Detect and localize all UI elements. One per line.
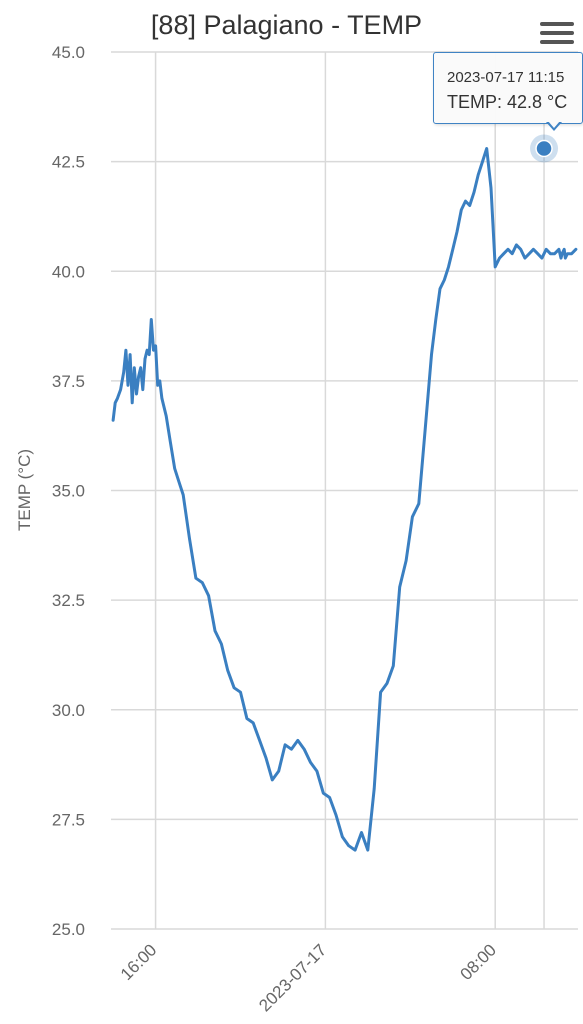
x-tick-label: 08:00 xyxy=(457,940,501,984)
series-temp xyxy=(111,134,578,852)
tooltip-arrow-inner xyxy=(548,121,560,128)
y-tick-label: 35.0 xyxy=(52,482,85,501)
y-tick-label: 32.5 xyxy=(52,591,85,610)
chart-title: [88] Palagiano - TEMP xyxy=(150,10,423,40)
y-axis: 25.0 27.5 30.0 32.5 35.0 37.5 40.0 42.5 45.0 xyxy=(52,43,85,939)
y-tick-label: 25.0 xyxy=(52,920,85,939)
y-tick-label: 45.0 xyxy=(52,43,85,62)
menu-bar xyxy=(540,31,574,35)
x-tick-label: 2023-07-17 xyxy=(255,940,330,1015)
tooltip-value: TEMP: 42.8 °C xyxy=(447,92,568,112)
tooltip-timestamp: 2023-07-17 11:15 xyxy=(447,69,565,86)
x-tick-label: 16:00 xyxy=(117,940,161,984)
y-tick-label: 37.5 xyxy=(52,372,85,391)
series-line xyxy=(111,147,578,852)
y-tick-label: 42.5 xyxy=(52,153,85,172)
hamburger-menu-icon[interactable] xyxy=(540,22,574,48)
tooltip: 2023-07-17 11:15 TEMP: 42.8 °C xyxy=(433,52,583,124)
y-tick-label: 27.5 xyxy=(52,810,85,829)
y-tick-label: 40.0 xyxy=(52,262,85,281)
menu-bar xyxy=(540,40,574,44)
y-tick-label: 30.0 xyxy=(52,701,85,720)
menu-bar xyxy=(540,22,574,26)
y-axis-label: TEMP (°C) xyxy=(15,449,34,531)
highlight-point xyxy=(535,139,553,158)
x-axis: 16:00 2023-07-17 08:00 xyxy=(117,940,500,1015)
